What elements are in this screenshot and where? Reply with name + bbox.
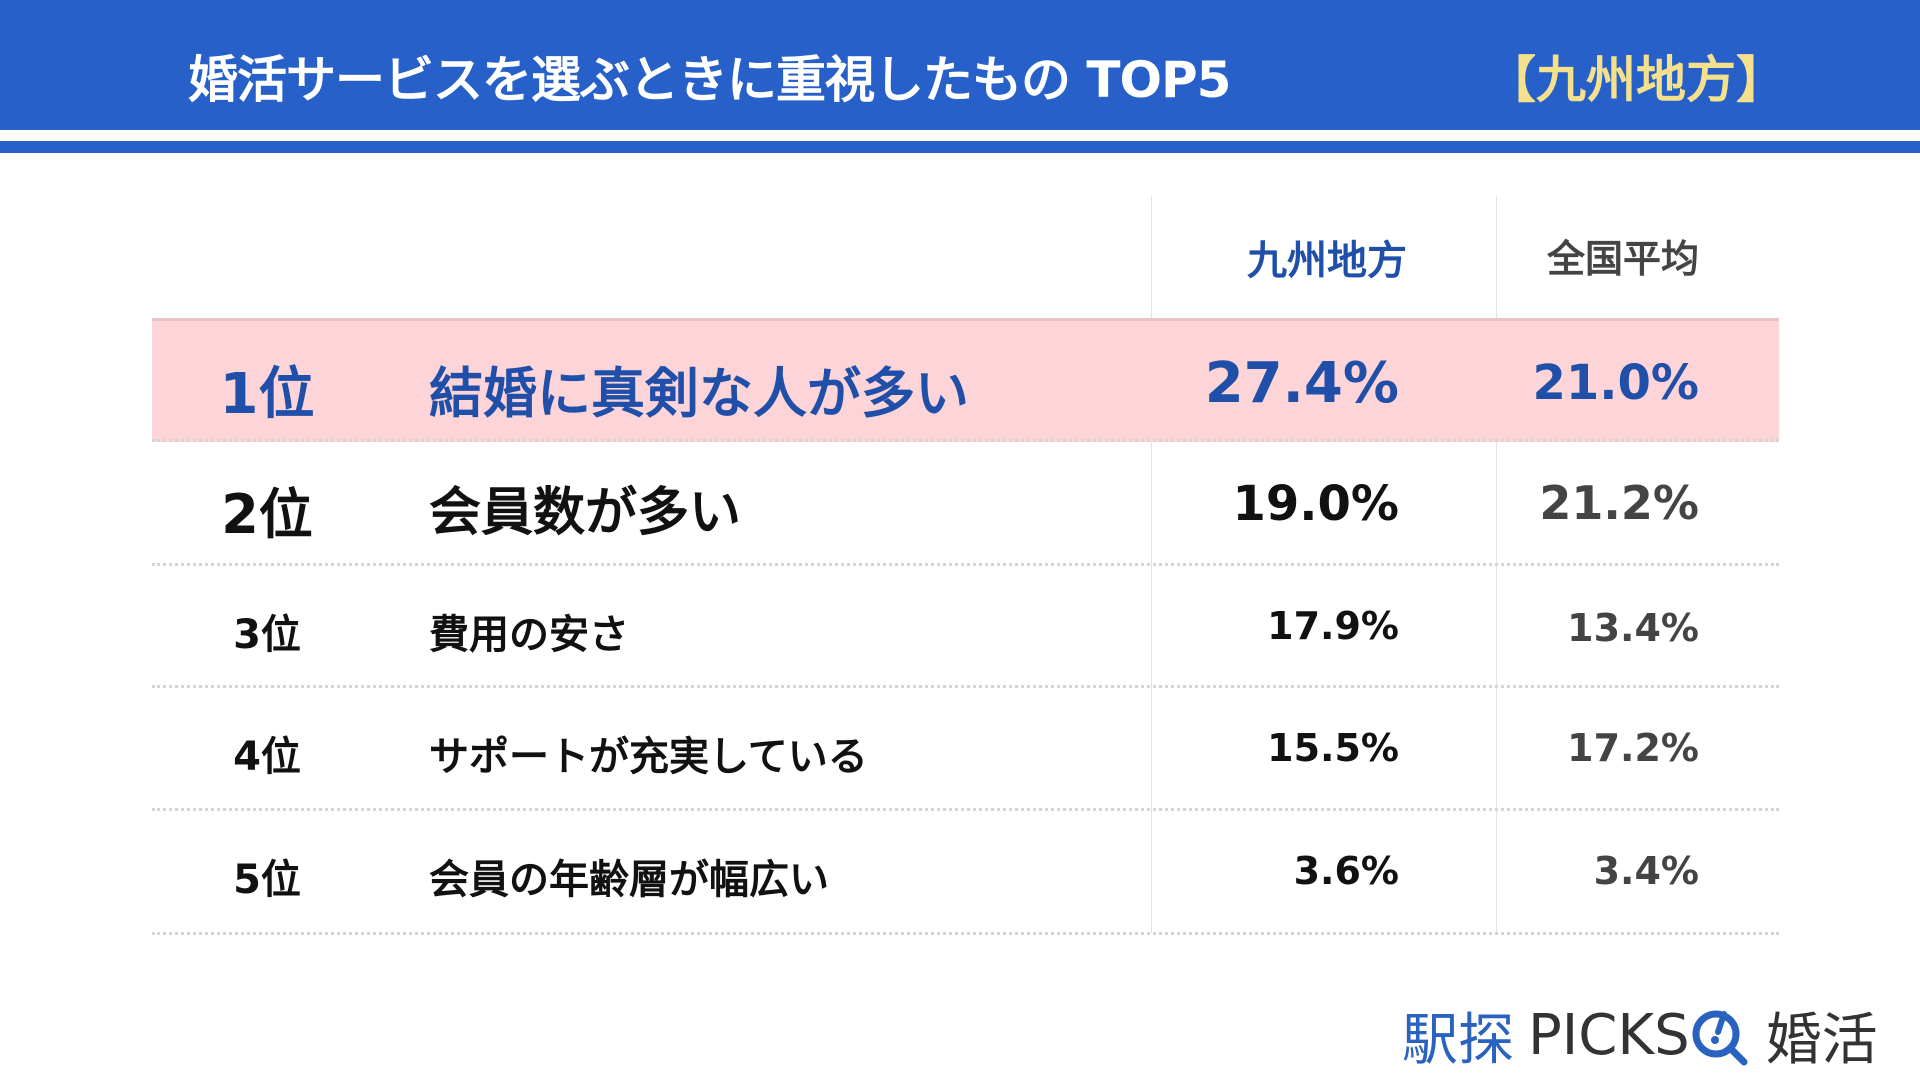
logo-text-ekitan: 駅探 xyxy=(1402,1008,1514,1073)
header-stripe xyxy=(0,141,1920,153)
table-row: 2位 会員数が多い 19.0% 21.2% xyxy=(152,442,1779,566)
page-title: 婚活サービスを選ぶときに重視したもの TOP5 xyxy=(188,51,1231,109)
rank: 5位 xyxy=(233,857,301,903)
table-row: 4位 サポートが充実している 15.5% 17.2% xyxy=(152,688,1779,811)
item-label: 結婚に真剣な人が多い xyxy=(429,362,969,425)
table-row: 5位 会員の年齢層が幅広い 3.6% 3.4% xyxy=(152,811,1779,935)
region-value: 15.5% xyxy=(1267,726,1399,770)
logo-text-konkatsu: 婚活 xyxy=(1765,1008,1878,1073)
brand-logo: 駅探 PICKS 婚活 xyxy=(1402,995,1878,1076)
rank: 2位 xyxy=(221,483,313,546)
logo-text-picks: PICKS xyxy=(1528,1003,1690,1068)
region-value: 17.9% xyxy=(1267,604,1399,648)
national-value: 3.4% xyxy=(1593,849,1699,893)
region-label: 【九州地方】 xyxy=(1486,51,1786,109)
rank: 1位 xyxy=(219,362,315,427)
rank: 3位 xyxy=(233,612,301,658)
magnifier-icon xyxy=(1692,1010,1748,1065)
column-header-region: 九州地方 xyxy=(1247,238,1407,284)
header-banner: 婚活サービスを選ぶときに重視したもの TOP5 【九州地方】 xyxy=(0,0,1920,130)
region-value: 3.6% xyxy=(1293,849,1399,893)
item-label: 費用の安さ xyxy=(429,612,629,658)
national-value: 13.4% xyxy=(1567,606,1699,650)
item-label: 会員数が多い xyxy=(429,483,742,543)
national-value: 17.2% xyxy=(1567,726,1699,770)
rank: 4位 xyxy=(233,734,301,780)
item-label: サポートが充実している xyxy=(429,734,868,780)
item-label: 会員の年齢層が幅広い xyxy=(429,857,829,903)
national-value: 21.2% xyxy=(1539,476,1699,530)
table-row: 1位 結婚に真剣な人が多い 27.4% 21.0% xyxy=(152,318,1779,442)
region-value: 27.4% xyxy=(1204,351,1399,416)
column-header-national: 全国平均 xyxy=(1546,237,1699,281)
table-row: 3位 費用の安さ 17.9% 13.4% xyxy=(152,566,1779,688)
region-value: 19.0% xyxy=(1232,476,1399,532)
national-value: 21.0% xyxy=(1532,355,1699,411)
